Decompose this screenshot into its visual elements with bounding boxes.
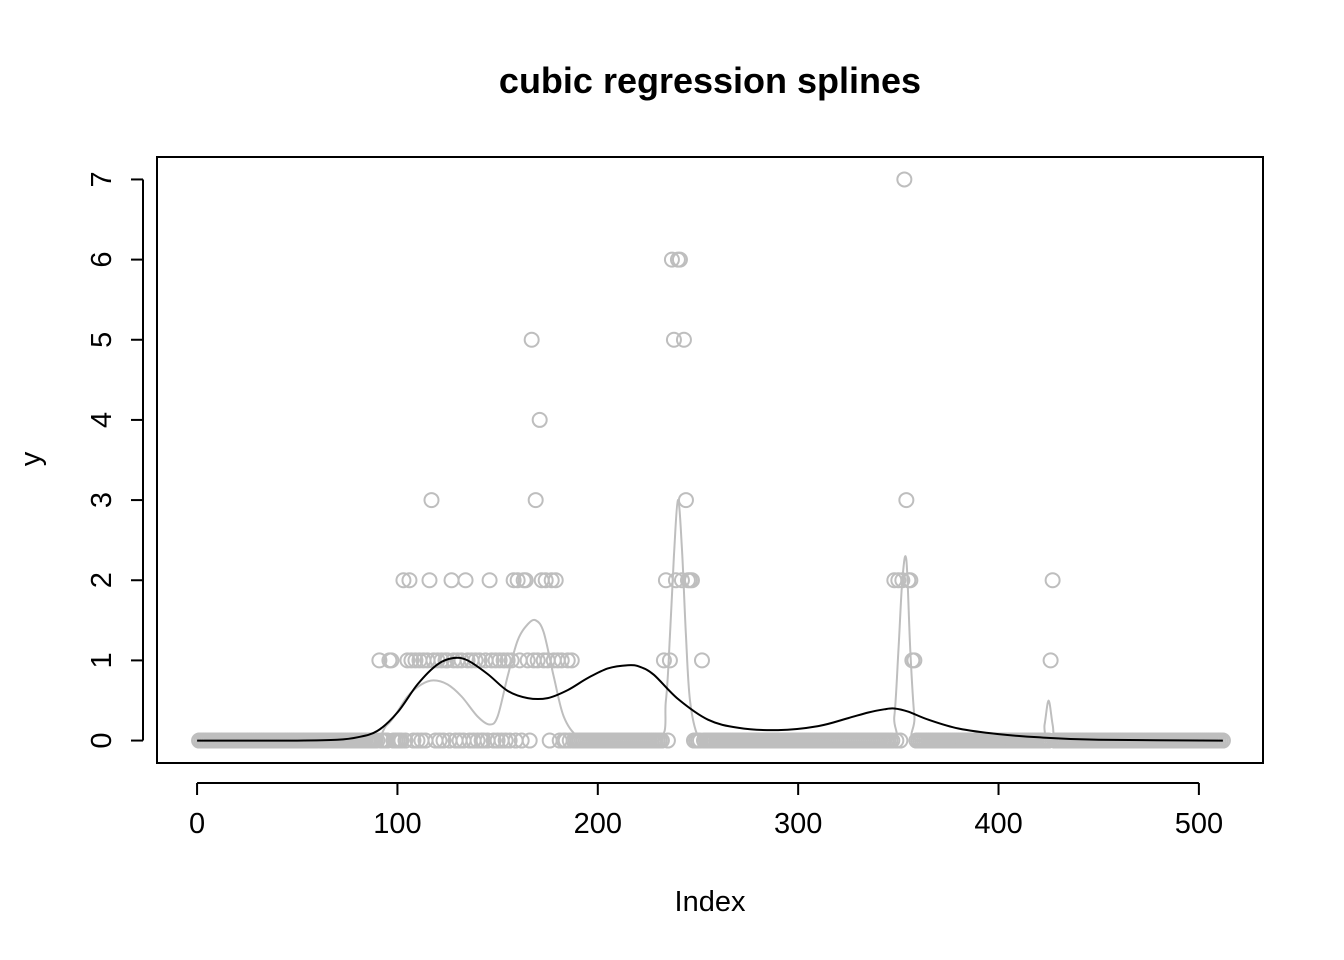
data-point [906, 652, 923, 669]
data-point [693, 652, 710, 669]
data-point [665, 331, 682, 348]
data-point [1042, 652, 1059, 669]
data-point [393, 732, 410, 749]
data-point [397, 732, 414, 749]
data-point [902, 572, 919, 589]
data-point [423, 492, 440, 509]
data-point [435, 732, 452, 749]
data-point [431, 732, 448, 749]
y-tick-label: 5 [86, 332, 118, 348]
y-tick-label: 2 [86, 572, 118, 588]
data-point [655, 652, 672, 669]
x-tick-label: 100 [373, 808, 421, 840]
data-point [896, 171, 913, 188]
data-point [559, 652, 576, 669]
data-point [409, 732, 426, 749]
data-point [513, 732, 530, 749]
data-point [469, 732, 486, 749]
data-point [499, 652, 516, 669]
data-point [519, 652, 536, 669]
data-point [673, 572, 690, 589]
data-point [395, 572, 412, 589]
data-point [401, 572, 418, 589]
fit-line-black [197, 656, 1223, 742]
y-tick-label: 3 [86, 492, 118, 508]
data-point [383, 652, 400, 669]
y-axis-label: y [15, 451, 47, 466]
data-point [663, 251, 680, 268]
data-point [457, 572, 474, 589]
data-point [483, 652, 500, 669]
data-point [531, 411, 548, 428]
data-point [503, 652, 520, 669]
y-tick-label: 6 [86, 252, 118, 268]
data-point [677, 492, 694, 509]
data-point [675, 331, 692, 348]
data-point [527, 492, 544, 509]
data-point [547, 572, 564, 589]
data-point [489, 732, 506, 749]
y-tick-label: 7 [86, 171, 118, 187]
data-point [537, 572, 554, 589]
y-axis: 0 1 2 3 4 5 6 7 [86, 171, 144, 749]
data-point [529, 652, 546, 669]
data-point [892, 732, 909, 749]
data-point [890, 572, 907, 589]
data-point [509, 572, 526, 589]
data-point [505, 572, 522, 589]
data-point [1044, 572, 1061, 589]
data-point [485, 732, 502, 749]
y-tick-label: 0 [86, 732, 118, 748]
data-point [403, 652, 420, 669]
data-point [399, 652, 416, 669]
data-point [543, 572, 560, 589]
data-point [481, 572, 498, 589]
data-point [369, 732, 386, 749]
x-tick-label: 300 [774, 808, 822, 840]
data-point [553, 652, 570, 669]
plot-frame [156, 156, 1264, 764]
data-point [459, 652, 476, 669]
data-point [421, 572, 438, 589]
data-point [563, 652, 580, 669]
data-point [659, 732, 676, 749]
data-point [433, 652, 450, 669]
data-point [487, 652, 504, 669]
data-point [517, 572, 534, 589]
x-tick-label: 200 [574, 808, 622, 840]
data-point [405, 732, 422, 749]
fit-line-gray [197, 499, 1223, 745]
data-point [407, 652, 424, 669]
data-point [683, 572, 700, 589]
data-point [371, 652, 388, 669]
x-tick-label: 0 [189, 808, 205, 840]
data-point [495, 652, 512, 669]
y-tick-label: 4 [86, 412, 118, 428]
data-point [501, 732, 518, 749]
data-point [521, 732, 538, 749]
data-point [653, 732, 670, 749]
x-tick-label: 400 [974, 808, 1022, 840]
x-axis: 0 100 200 300 400 500 [189, 782, 1223, 840]
data-point [898, 492, 915, 509]
chart-title: cubic regression splines [499, 60, 921, 101]
data-point [443, 572, 460, 589]
data-point [671, 251, 688, 268]
data-point [491, 652, 508, 669]
y-tick-label: 1 [86, 652, 118, 668]
x-tick-label: 500 [1175, 808, 1223, 840]
fit-lines-layer [197, 499, 1223, 745]
data-point [497, 732, 514, 749]
data-point [523, 331, 540, 348]
points-layer [191, 171, 1231, 749]
x-axis-label: Index [675, 886, 746, 918]
